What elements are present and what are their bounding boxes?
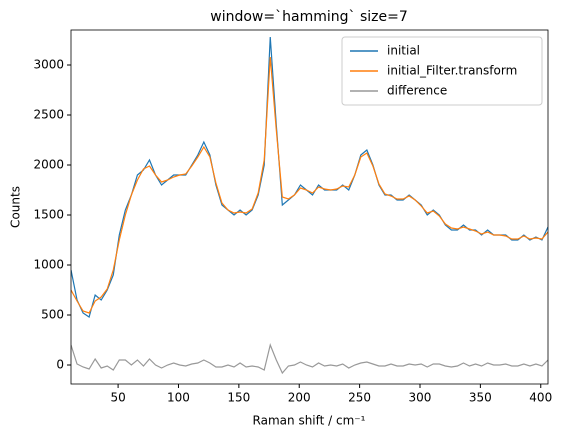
x-tick-label: 400 <box>529 391 552 405</box>
x-axis-label: Raman shift / cm⁻¹ <box>253 414 366 428</box>
series-line <box>71 56 548 314</box>
x-tick-label: 50 <box>110 391 125 405</box>
x-tick-label: 300 <box>409 391 432 405</box>
y-tick-label: 500 <box>41 308 64 322</box>
legend-label: initial_Filter.transform <box>387 64 517 78</box>
y-tick-label: 1500 <box>33 208 64 222</box>
y-tick-label: 3000 <box>33 58 64 72</box>
y-tick-label: 1000 <box>33 258 64 272</box>
plot-frame <box>70 29 549 385</box>
y-tick-label: 2000 <box>33 158 64 172</box>
legend-label: difference <box>387 84 447 98</box>
y-axis-label: Counts <box>9 186 23 228</box>
legend-label: initial <box>387 44 420 58</box>
series-line <box>71 343 548 375</box>
x-tick-label: 350 <box>469 391 492 405</box>
y-tick-label: 0 <box>56 358 64 372</box>
legend-box <box>341 36 543 106</box>
x-tick-label: 250 <box>348 391 371 405</box>
x-tick-label: 100 <box>167 391 190 405</box>
y-tick-label: 2500 <box>33 108 64 122</box>
x-tick-label: 200 <box>288 391 311 405</box>
x-tick-label: 150 <box>227 391 250 405</box>
chart-title: window=`hamming` size=7 <box>210 9 407 25</box>
